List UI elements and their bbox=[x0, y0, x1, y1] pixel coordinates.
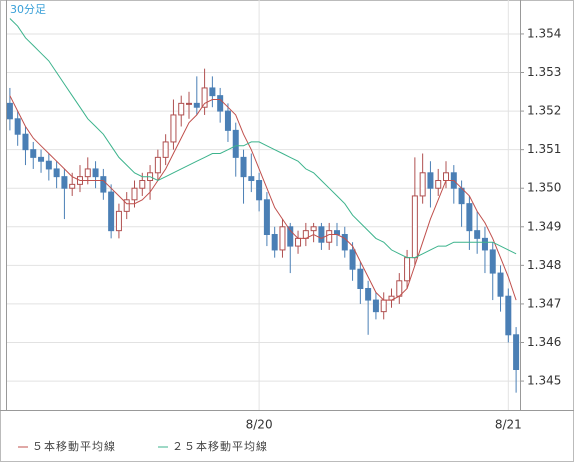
candle-body bbox=[481, 237, 488, 251]
candle-body bbox=[349, 249, 356, 270]
candle-body bbox=[53, 168, 60, 178]
marks bbox=[6, 18, 520, 393]
candle-body bbox=[69, 183, 76, 189]
legend-label: ２５本移動平均線 bbox=[172, 439, 268, 453]
candle-body bbox=[435, 180, 442, 189]
candle-body bbox=[139, 180, 146, 189]
candle-body bbox=[193, 102, 200, 108]
y-tick-label: 1.345 bbox=[527, 374, 561, 388]
candle-body bbox=[22, 133, 29, 151]
candle-body bbox=[310, 226, 317, 232]
candle-body bbox=[217, 95, 224, 112]
candle-body bbox=[505, 295, 512, 336]
y-tick-label: 1.354 bbox=[527, 26, 561, 40]
candle-body bbox=[263, 199, 270, 236]
candle-body bbox=[474, 230, 481, 239]
candle-body bbox=[6, 102, 13, 120]
legend-label: ５本移動平均線 bbox=[32, 439, 116, 453]
y-tick-label: 1.349 bbox=[527, 219, 561, 233]
candle-body bbox=[466, 203, 473, 232]
candle-body bbox=[372, 299, 379, 313]
candle-body bbox=[123, 199, 130, 212]
y-tick-label: 1.347 bbox=[527, 296, 561, 310]
ma-line bbox=[9, 95, 517, 301]
candle-body bbox=[108, 191, 115, 232]
y-tick-label: 1.346 bbox=[527, 335, 561, 349]
candle-body bbox=[443, 172, 450, 182]
candle-body bbox=[404, 257, 411, 282]
chart-title: 30分足 bbox=[10, 3, 46, 16]
candle-body bbox=[92, 168, 99, 178]
candle-body bbox=[365, 288, 372, 301]
candle-body bbox=[61, 176, 68, 189]
candle-body bbox=[154, 156, 161, 174]
candle-body bbox=[224, 110, 231, 131]
candle-body bbox=[100, 176, 107, 193]
candle-body bbox=[497, 272, 504, 297]
candle-body bbox=[240, 156, 247, 178]
candle-body bbox=[115, 210, 122, 232]
candle-body bbox=[256, 180, 263, 201]
candle-body bbox=[14, 118, 21, 135]
candle-body bbox=[333, 230, 340, 236]
candle-body bbox=[513, 334, 520, 371]
candle-body bbox=[38, 156, 45, 162]
candle-body bbox=[248, 176, 255, 182]
x-tick-label: 8/20 bbox=[246, 418, 273, 432]
y-tick-label: 1.348 bbox=[527, 258, 561, 272]
candle-body bbox=[30, 149, 37, 158]
candle-body bbox=[295, 237, 302, 247]
candle-body bbox=[419, 172, 426, 197]
candle-body bbox=[279, 226, 286, 251]
candle-body bbox=[170, 114, 177, 143]
ma-line bbox=[9, 18, 517, 259]
y-tick-label: 1.353 bbox=[527, 65, 561, 79]
candle-body bbox=[427, 172, 434, 189]
candle-body bbox=[271, 234, 278, 251]
y-tick-label: 1.351 bbox=[527, 142, 561, 156]
candle-body bbox=[411, 195, 418, 259]
candle-body bbox=[178, 102, 185, 116]
candle-body bbox=[84, 168, 91, 178]
legend: ５本移動平均線 ２５本移動平均線 bbox=[18, 439, 268, 453]
y-tick-label: 1.350 bbox=[527, 181, 561, 195]
candle-body bbox=[232, 129, 239, 158]
candle-body bbox=[45, 160, 52, 170]
candle-body bbox=[380, 299, 387, 313]
candle-body bbox=[357, 268, 364, 290]
candle-body bbox=[326, 230, 333, 243]
candle-body bbox=[318, 226, 325, 243]
candle-body bbox=[162, 141, 169, 158]
x-tick-label: 8/21 bbox=[495, 418, 522, 432]
candle-body bbox=[201, 87, 208, 108]
candle-body bbox=[287, 226, 294, 247]
candle-body bbox=[341, 234, 348, 251]
candle-body bbox=[209, 87, 216, 97]
grid: 1.345 1.346 1.347 1.348 1.349 1.350 1.351 1.352… bbox=[6, 0, 561, 432]
y-tick-label: 1.352 bbox=[527, 104, 561, 118]
candle-body bbox=[489, 249, 496, 274]
candle-body bbox=[131, 187, 138, 201]
candle-body bbox=[186, 102, 193, 105]
